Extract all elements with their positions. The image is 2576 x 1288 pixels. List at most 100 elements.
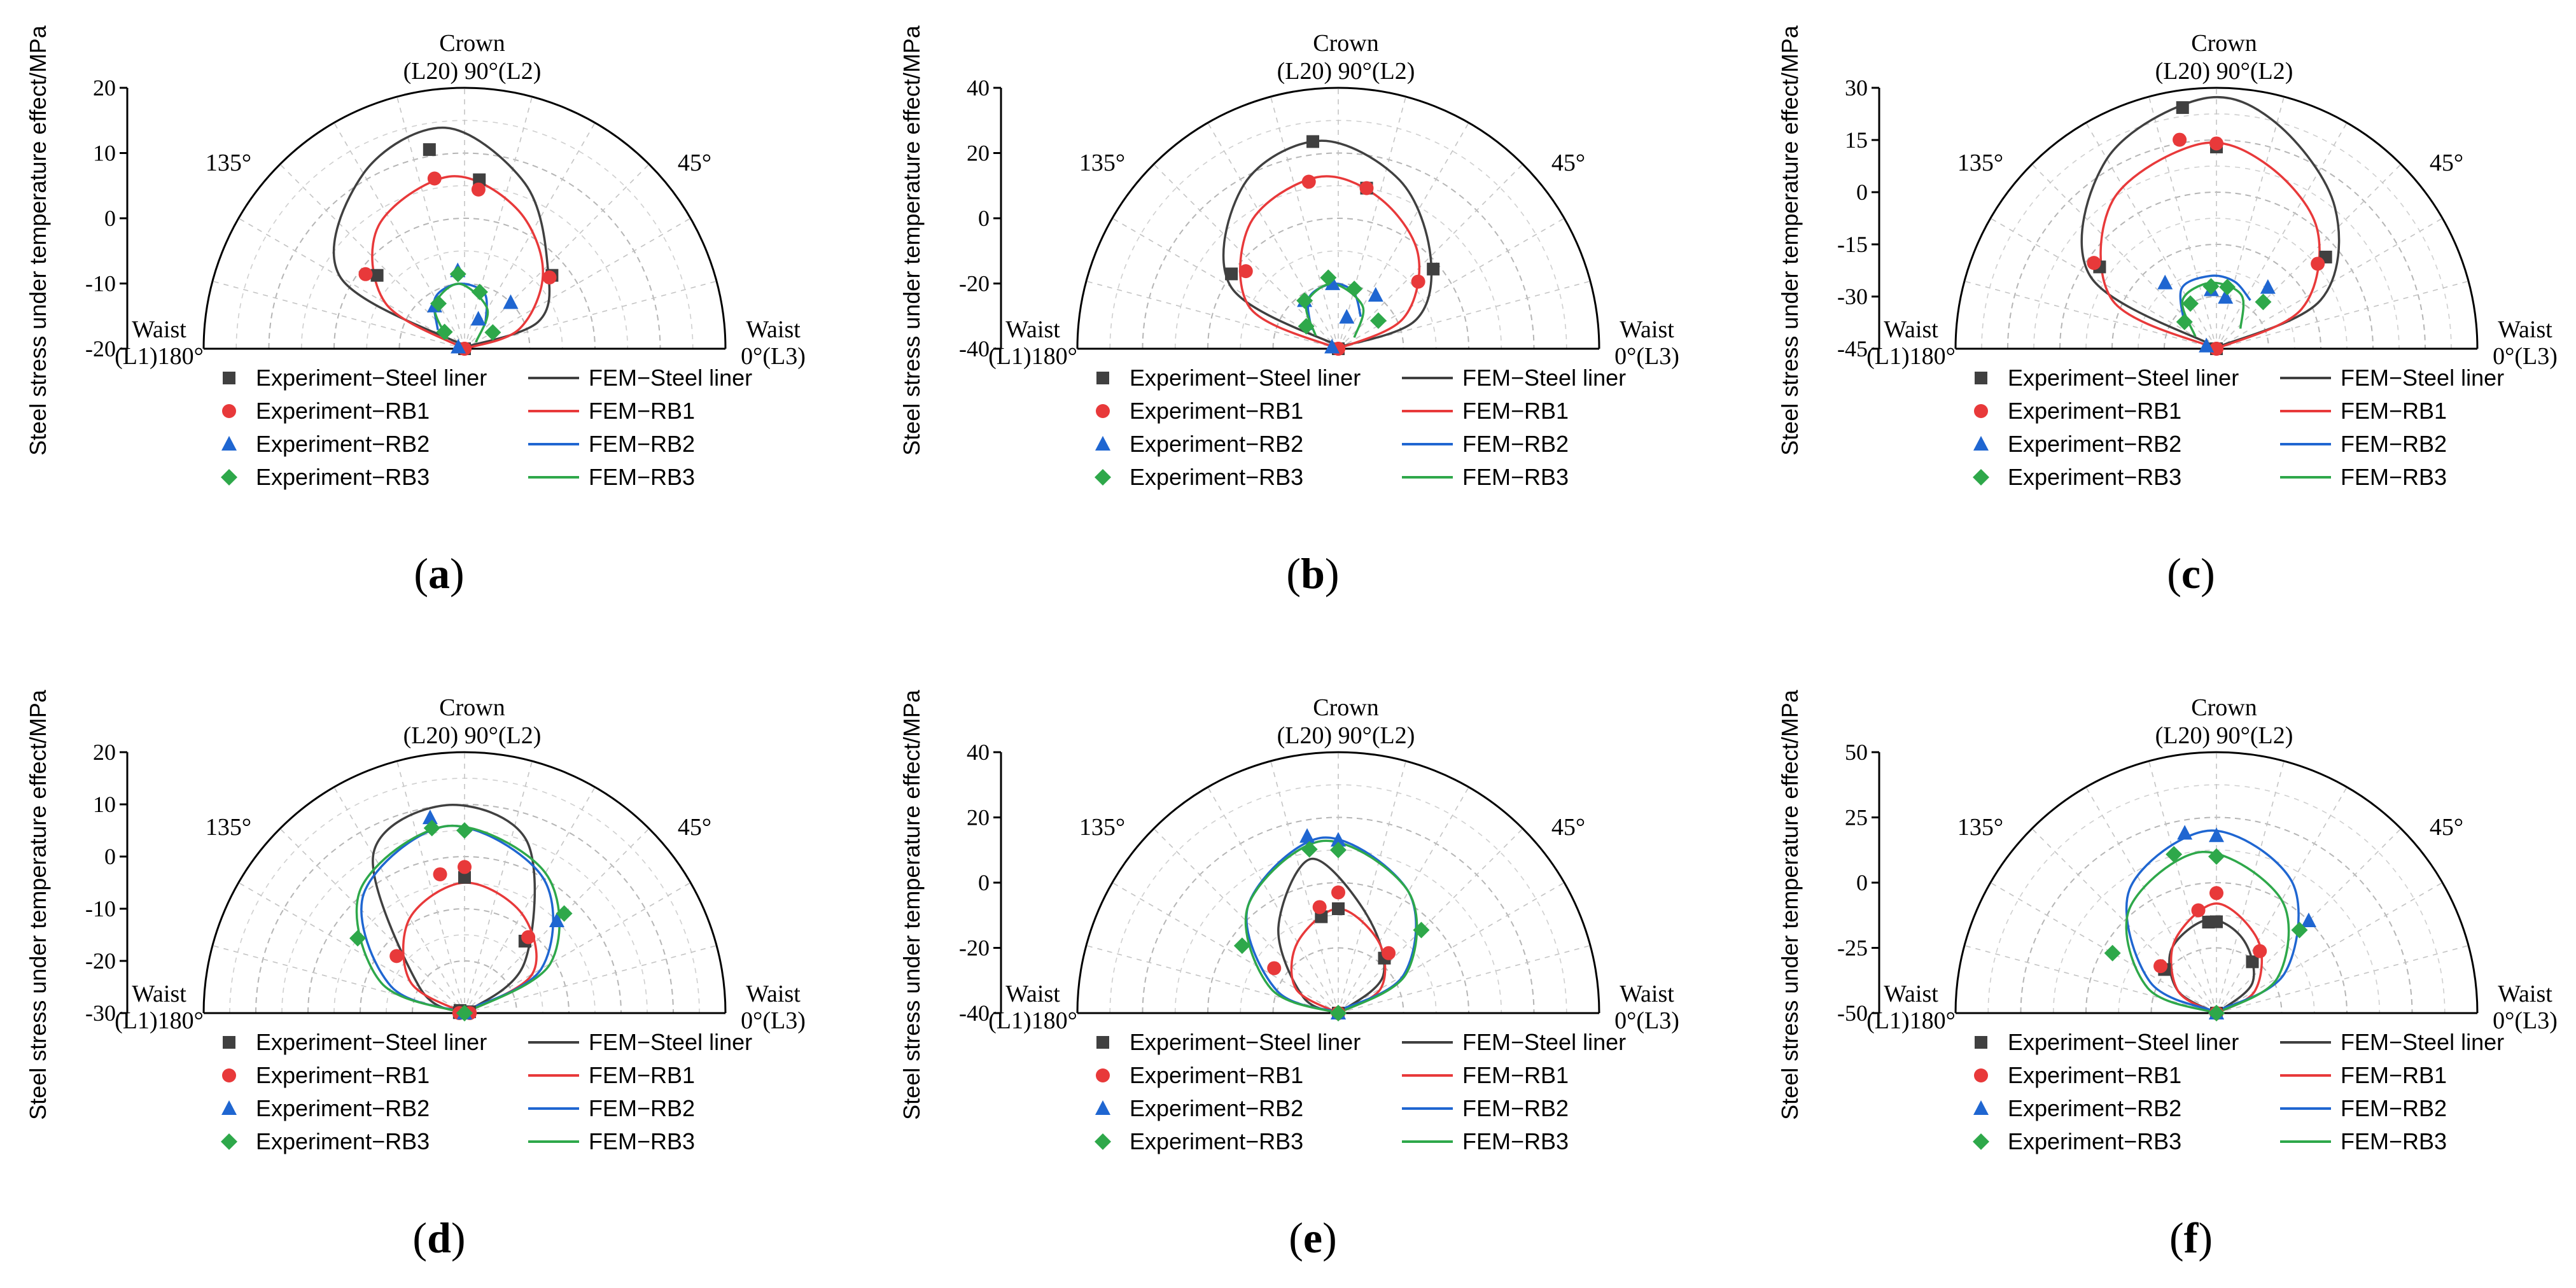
- legend-marker-0: [1096, 1036, 1109, 1049]
- radial-tick-label: 0: [1856, 870, 1868, 895]
- radial-tick-label: -40: [959, 336, 990, 361]
- grid-radial: [279, 164, 465, 349]
- grid-radial: [464, 164, 650, 349]
- crown-sub-label: (L20) 90°(L2): [2155, 58, 2293, 85]
- grid-radial: [1338, 96, 1406, 349]
- radial-tick-label: 10: [93, 792, 116, 817]
- legend-fem-label: FEM−RB1: [2341, 398, 2447, 424]
- grid-radial: [464, 760, 533, 1014]
- panel-6: -50 -25 0 25 50 Steel stress under temperatur…: [1777, 689, 2558, 1262]
- radial-tick-label: 15: [1845, 127, 1868, 153]
- legend-marker-0: [1975, 1036, 1987, 1049]
- waist-left-label: Waist: [132, 981, 186, 1007]
- angle-135-label: 135°: [1079, 150, 1125, 176]
- exp-point-rb3: [456, 1005, 473, 1021]
- fem-line-rb1: [2169, 902, 2264, 1014]
- grid-radial: [396, 96, 465, 349]
- legend-marker-2: [1095, 1100, 1110, 1115]
- grid-radial: [1338, 828, 1523, 1014]
- outer-arc: [1954, 751, 2479, 1014]
- legend-exp-label: Experiment−Steel liner: [256, 1029, 487, 1055]
- waist-left-sub-label: (L1)180°: [115, 1007, 204, 1034]
- legend-exp-label: Experiment−RB3: [2008, 1128, 2181, 1154]
- legend-marker-2: [1095, 436, 1110, 451]
- exp-point-rb2: [2209, 827, 2224, 843]
- crown-sub-label: (L20) 90°(L2): [403, 722, 542, 749]
- fem-line-steel-liner: [372, 804, 536, 1014]
- exp-point-rb2: [1299, 828, 1315, 843]
- grid-radial: [1086, 281, 1339, 349]
- exp-point-steel-liner: [2176, 101, 2189, 115]
- angle-45-label: 45°: [1551, 150, 1585, 176]
- fem-line-steel-liner: [2168, 918, 2255, 1014]
- exp-point-rb2: [2157, 274, 2173, 290]
- y-axis-label: Steel stress under temperature effect/MP…: [899, 689, 925, 1120]
- fem-line-rb1: [402, 881, 538, 1014]
- grid-radial: [212, 945, 465, 1014]
- legend-marker-2: [221, 436, 237, 451]
- radial-tick-label: -25: [1837, 935, 1868, 961]
- exp-point-steel-liner: [1225, 267, 1238, 281]
- exp-point-rb1: [471, 182, 486, 197]
- grid-arc-minor: [1240, 250, 1437, 349]
- fem-line-rb3: [1244, 839, 1418, 1014]
- exp-point-steel-liner: [1332, 902, 1345, 915]
- radial-tick-label: -15: [1837, 232, 1868, 257]
- waist-left-sub-label: (L1)180°: [988, 343, 1077, 370]
- crown-label: Crown: [1313, 30, 1378, 57]
- grid-radial: [1338, 164, 1523, 349]
- fem-line-rb1: [371, 175, 544, 350]
- fem-line-rb3: [433, 283, 489, 343]
- exp-point-rb3: [456, 822, 473, 839]
- waist-right-label: Waist: [1620, 316, 1674, 343]
- crown-label: Crown: [439, 694, 505, 721]
- grid-radial: [2085, 122, 2217, 349]
- exp-point-rb3: [2208, 1005, 2225, 1021]
- legend-fem-label: FEM−Steel liner: [589, 1029, 752, 1055]
- grid-radial: [1207, 787, 1339, 1014]
- waist-left-label: Waist: [132, 316, 186, 343]
- legend-fem-label: FEM−RB2: [2341, 431, 2447, 457]
- fem-line-steel-liner: [2080, 95, 2341, 350]
- grid-radial: [1270, 96, 1339, 349]
- fem-line-rb3: [2125, 851, 2290, 1014]
- legend-exp-label: Experiment−Steel liner: [2008, 1029, 2239, 1055]
- legend-marker-3: [1095, 469, 1111, 486]
- grid-radial: [2085, 787, 2217, 1014]
- grid-radial: [279, 828, 465, 1014]
- legend-exp-label: Experiment−RB2: [1130, 1095, 1303, 1121]
- crown-sub-label: (L20) 90°(L2): [1277, 58, 1415, 85]
- waist-right-sub-label: 0°(L3): [1614, 1007, 1679, 1034]
- waist-left-sub-label: (L1)180°: [1866, 343, 1956, 370]
- exp-point-rb2: [2300, 913, 2316, 928]
- exp-point-rb1: [1359, 181, 1374, 195]
- exp-point-rb1: [1331, 885, 1345, 900]
- exp-point-steel-liner: [1306, 135, 1320, 148]
- grid-radial: [1338, 787, 1469, 1014]
- exp-point-rb3: [2219, 279, 2236, 296]
- waist-left-sub-label: (L1)180°: [988, 1007, 1077, 1034]
- grid-radial: [464, 945, 717, 1014]
- grid-arc-minor: [2033, 165, 2400, 349]
- exp-point-rb3: [1320, 269, 1337, 286]
- exp-point-rb1: [1301, 174, 1316, 189]
- grid-radial: [1338, 760, 1406, 1014]
- exp-point-rb3: [1330, 1005, 1347, 1021]
- panel-caption: (e): [1289, 1214, 1337, 1262]
- legend-exp-label: Experiment−RB3: [1130, 1128, 1303, 1154]
- grid-radial: [2148, 96, 2217, 349]
- grid-arc-minor: [366, 250, 563, 349]
- exp-point-rb3: [423, 820, 440, 837]
- legend-exp-label: Experiment−RB2: [256, 431, 430, 457]
- waist-left-sub-label: (L1)180°: [115, 343, 204, 370]
- panel-caption: (f): [2169, 1214, 2213, 1262]
- exp-point-rb2: [451, 339, 466, 354]
- grid-radial: [2031, 828, 2217, 1014]
- panel-caption: (a): [414, 549, 464, 598]
- radial-tick-label: -20: [959, 935, 990, 961]
- exp-point-rb2: [422, 809, 438, 825]
- exp-point-rb3: [449, 265, 466, 283]
- exp-point-rb3: [2176, 313, 2193, 330]
- legend-marker-2: [1973, 1100, 1989, 1115]
